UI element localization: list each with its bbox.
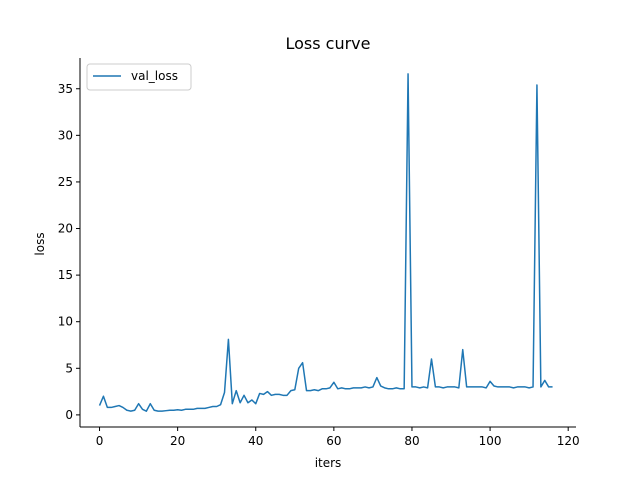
x-axis-label: iters: [315, 456, 342, 470]
chart-title: Loss curve: [285, 34, 370, 53]
series-line-val-loss: [98, 73, 553, 412]
legend: val_loss: [86, 63, 192, 91]
plot-area: [79, 58, 576, 428]
legend-box: [86, 63, 192, 91]
y-tick-label: 0: [65, 408, 73, 422]
x-tick-label: 20: [170, 434, 185, 448]
y-tick-label: 25: [58, 175, 73, 189]
x-tick-label: 120: [557, 434, 580, 448]
y-tick-label: 10: [58, 315, 73, 329]
x-tick-label: 60: [326, 434, 341, 448]
y-axis-label: loss: [33, 232, 47, 255]
x-tick-label: 100: [479, 434, 502, 448]
legend-entry-val-loss: val_loss: [131, 69, 178, 83]
y-tick-label: 5: [65, 361, 73, 375]
x-tick-label: 0: [96, 434, 104, 448]
x-tick-label: 40: [248, 434, 263, 448]
y-tick-label: 15: [58, 268, 73, 282]
y-tick-label: 30: [58, 128, 73, 142]
x-axis-ticks: 0 20 40 60 80 100 120: [96, 427, 580, 448]
y-tick-label: 35: [58, 82, 73, 96]
x-tick-label: 80: [404, 434, 419, 448]
y-tick-label: 20: [58, 222, 73, 236]
y-axis-ticks: 0 5 10 15 20 25 30 35: [58, 82, 80, 422]
